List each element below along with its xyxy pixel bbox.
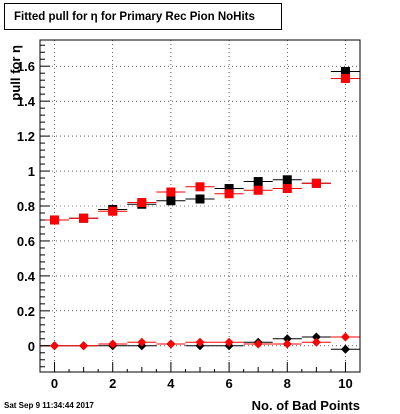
y-axis-label: pull for η — [8, 45, 23, 101]
x-axis-label: No. of Bad Points — [252, 398, 360, 413]
data-point — [340, 344, 350, 354]
x-tick-label: 4 — [167, 376, 175, 391]
data-point — [253, 177, 263, 187]
x-tick-label: 6 — [225, 376, 232, 391]
y-tick-label: 0.8 — [17, 199, 35, 214]
data-point — [166, 339, 176, 349]
data-point — [340, 73, 350, 83]
data-point — [137, 198, 147, 208]
x-tick-label: 10 — [338, 376, 352, 391]
y-tick-label: 0.2 — [17, 304, 35, 319]
y-tick-label: 0.6 — [17, 234, 35, 249]
y-tick-label: 1.6 — [17, 59, 35, 74]
data-point — [137, 337, 147, 347]
data-point — [224, 189, 234, 199]
data-point — [108, 339, 118, 349]
data-point — [166, 187, 176, 197]
data-series — [40, 66, 360, 354]
y-tick-label: 0 — [28, 339, 35, 354]
data-point — [311, 178, 321, 188]
data-point — [79, 213, 89, 223]
data-point — [311, 337, 321, 347]
data-point — [282, 339, 292, 349]
data-point — [50, 215, 60, 225]
axes: 0 2 4 6 8 10 0 0.2 0.4 0.6 0.8 1 1.2 1.4 1.6 — [17, 39, 361, 391]
x-tick-label: 8 — [284, 376, 291, 391]
chart-title: Fitted pull for η for Primary Rec Pion N… — [4, 3, 282, 30]
data-point — [195, 194, 205, 204]
data-point — [224, 184, 234, 194]
timestamp: Sat Sep 9 11:34:44 2017 — [4, 401, 94, 410]
data-point — [224, 337, 234, 347]
data-point — [79, 341, 89, 351]
x-tick-label: 0 — [51, 376, 58, 391]
series-1 — [40, 73, 360, 225]
data-point — [195, 182, 205, 192]
y-tick-label: 1.4 — [17, 94, 36, 109]
series-3 — [40, 332, 360, 351]
series-0 — [40, 66, 360, 225]
y-tick-label: 0.4 — [17, 269, 36, 284]
data-point — [340, 332, 350, 342]
data-point — [50, 341, 60, 351]
data-point — [282, 334, 292, 344]
data-point — [282, 184, 292, 194]
y-tick-label: 1.2 — [17, 129, 35, 144]
data-point — [253, 339, 263, 349]
x-tick-label: 2 — [109, 376, 116, 391]
data-point — [253, 185, 263, 195]
data-point — [340, 66, 350, 76]
grid-lines — [40, 40, 360, 372]
data-point — [166, 196, 176, 206]
data-point — [195, 337, 205, 347]
data-point — [108, 206, 118, 216]
data-point — [282, 175, 292, 185]
data-point — [311, 332, 321, 342]
y-tick-label: 1 — [28, 164, 35, 179]
